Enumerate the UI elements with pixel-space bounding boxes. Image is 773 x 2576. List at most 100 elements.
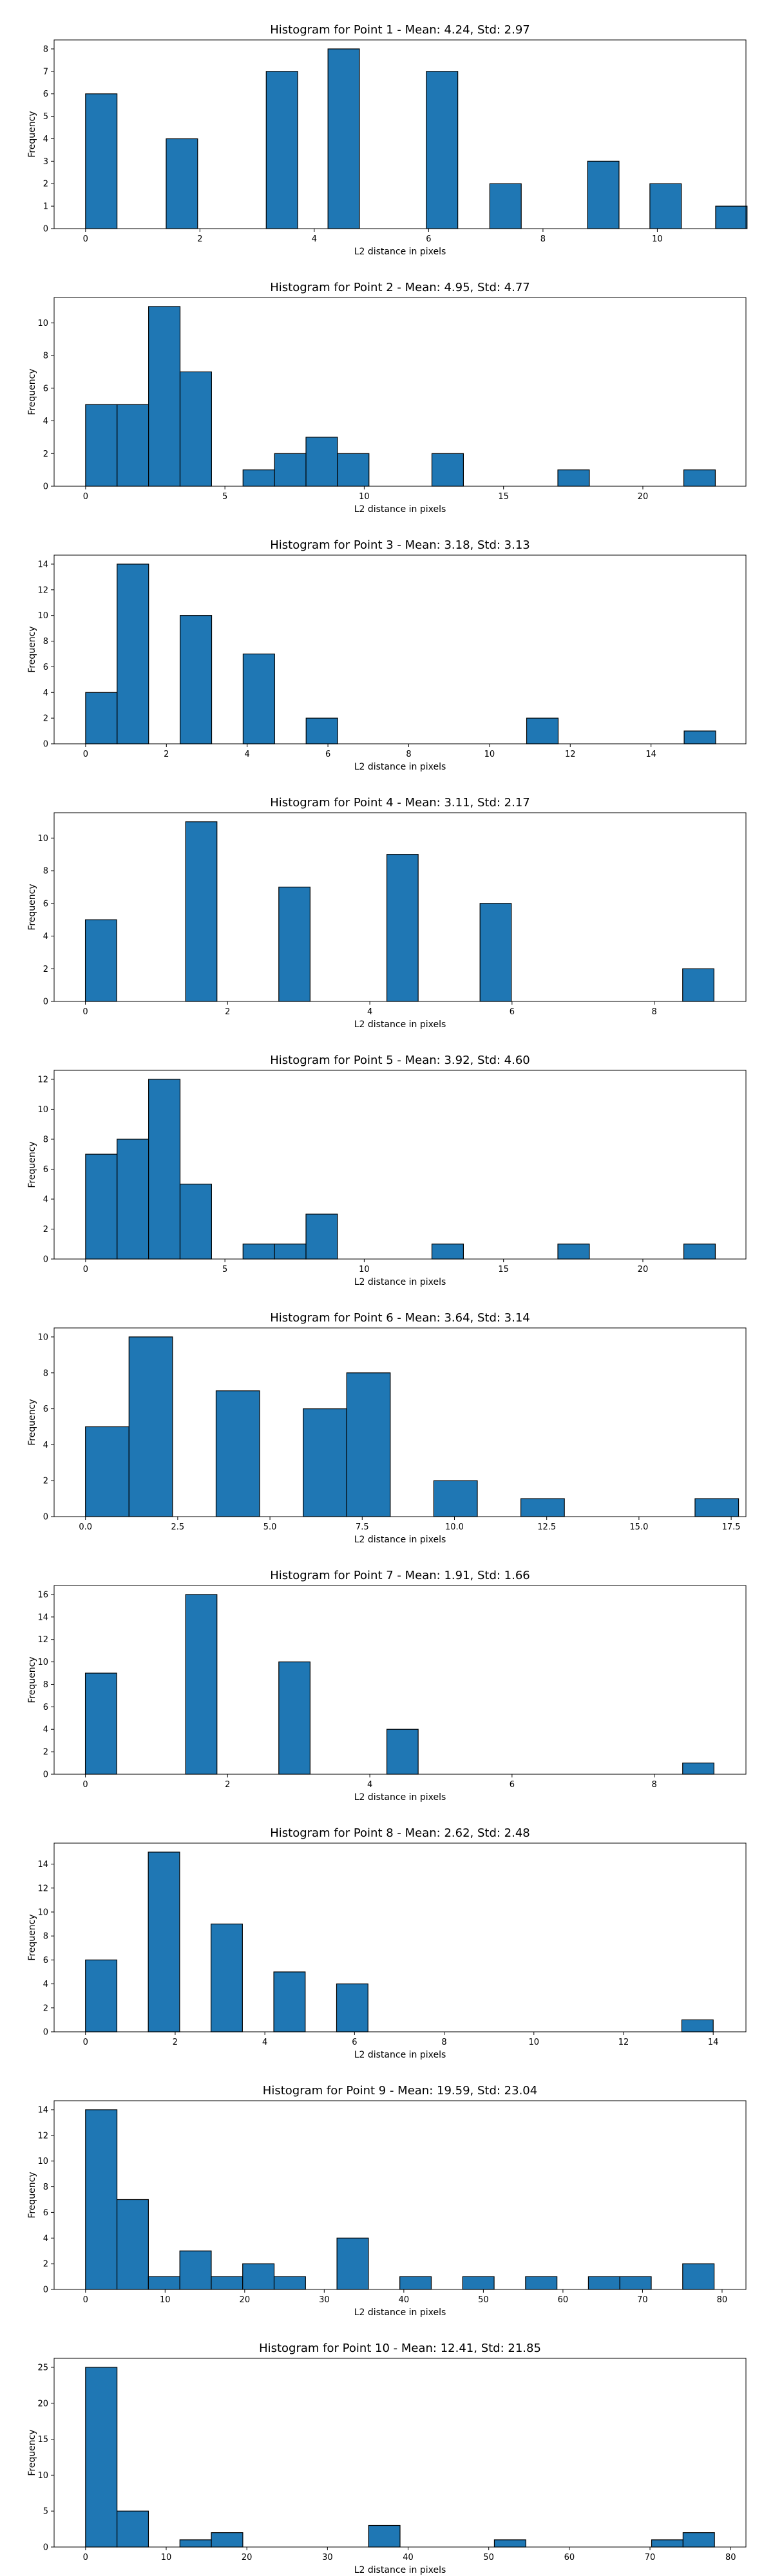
y-tick-label: 0	[43, 2543, 48, 2553]
x-tick-label: 10	[484, 750, 495, 759]
x-axis-label: L2 distance in pixels	[354, 1277, 446, 1287]
bar-7-3	[278, 1661, 310, 1775]
bar-6-6	[433, 1480, 478, 1517]
plot-frame	[53, 2358, 747, 2548]
y-axis-label: Frequency	[27, 1656, 37, 1703]
x-tick-label: 15	[498, 492, 509, 502]
bar-2-8	[337, 453, 370, 487]
y-tick-label: 4	[43, 688, 48, 698]
y-tick-label: 8	[43, 637, 48, 647]
y-tick-label: 6	[43, 899, 48, 909]
x-tick-label: 12.5	[537, 1522, 556, 1532]
y-tick-label: 0	[43, 482, 48, 492]
y-tick-label: 10	[37, 611, 48, 621]
y-tick-label: 8	[43, 1932, 48, 1942]
x-axis-label: L2 distance in pixels	[354, 1019, 446, 1030]
x-tick-label: 0	[83, 2295, 88, 2305]
plot-frame	[53, 1585, 747, 1775]
y-tick-label: 0	[43, 225, 48, 234]
chart-panel-6: Histogram for Point 6 - Mean: 3.64, Std:…	[27, 1311, 747, 1545]
x-tick-label: 2.5	[171, 1522, 185, 1532]
x-tick-label: 50	[483, 2553, 494, 2562]
y-tick-label: 8	[43, 352, 48, 361]
x-tick-label: 4	[312, 234, 317, 244]
x-axis-label: L2 distance in pixels	[354, 2565, 446, 2575]
bar-10-8	[682, 2532, 715, 2548]
x-tick-label: 8	[540, 234, 546, 244]
y-tick-label: 7	[43, 67, 48, 77]
x-tick-label: 0.0	[79, 1522, 92, 1532]
y-tick-label: 4	[43, 417, 48, 426]
y-tick-label: 6	[43, 663, 48, 672]
x-tick-label: 0	[82, 1780, 88, 1790]
y-tick-label: 20	[37, 2399, 48, 2409]
bar-9-8	[336, 2237, 369, 2290]
x-tick-label: 7.5	[356, 1522, 369, 1532]
y-tick-label: 6	[43, 1165, 48, 1175]
bar-1-9	[715, 205, 748, 229]
y-tick-label: 8	[43, 867, 48, 876]
bar-1-8	[649, 183, 682, 229]
chart-panel-8: Histogram for Point 8 - Mean: 2.62, Std:…	[27, 1826, 747, 2060]
bar-5-2	[117, 1139, 149, 1260]
plot-frame	[53, 554, 747, 744]
chart-title: Histogram for Point 3 - Mean: 3.18, Std:…	[270, 538, 530, 552]
bar-1-3	[265, 71, 298, 229]
x-axis-label: L2 distance in pixels	[354, 1792, 446, 1803]
x-tick-label: 30	[319, 2295, 330, 2305]
y-tick-label: 4	[43, 2234, 48, 2244]
chart-title: Histogram for Point 4 - Mean: 3.11, Std:…	[270, 796, 530, 810]
y-axis-label: Frequency	[27, 884, 37, 930]
bar-8-5	[336, 1983, 368, 2032]
bar-2-2	[117, 404, 149, 487]
y-tick-label: 8	[43, 1135, 48, 1144]
x-tick-label: 8	[651, 1780, 656, 1790]
x-tick-label: 2	[225, 1007, 230, 1017]
bar-2-4	[179, 371, 212, 487]
plot-frame	[53, 1842, 747, 2032]
x-tick-label: 0	[83, 750, 88, 759]
bar-5-5	[242, 1244, 275, 1260]
chart-title: Histogram for Point 8 - Mean: 2.62, Std:…	[270, 1826, 530, 1840]
plot-frame	[53, 1070, 747, 1260]
y-tick-label: 5	[43, 2507, 48, 2517]
bar-3-7	[683, 730, 716, 744]
plot-frame	[53, 812, 747, 1002]
bar-9-2	[116, 2199, 149, 2290]
y-tick-label: 2	[43, 1748, 48, 1757]
bar-9-10	[462, 2276, 495, 2290]
x-tick-label: 10.0	[445, 1522, 464, 1532]
y-tick-label: 10	[37, 1658, 48, 1667]
x-axis-label: L2 distance in pixels	[354, 762, 446, 772]
chart-title: Histogram for Point 5 - Mean: 3.92, Std:…	[270, 1054, 530, 1067]
y-tick-label: 6	[43, 90, 48, 99]
bar-5-1	[85, 1153, 118, 1260]
y-tick-label: 12	[37, 585, 48, 595]
x-tick-label: 70	[637, 2295, 648, 2305]
x-tick-label: 40	[403, 2553, 414, 2562]
bar-10-5	[368, 2524, 401, 2548]
x-tick-label: 17.5	[722, 1522, 741, 1532]
bar-10-1	[85, 2367, 118, 2548]
y-tick-label: 12	[37, 1884, 48, 1893]
x-axis-label: L2 distance in pixels	[354, 247, 446, 257]
bar-3-5	[305, 717, 338, 744]
x-tick-label: 8	[406, 750, 411, 759]
x-tick-label: 6	[510, 1007, 515, 1017]
x-tick-label: 5	[222, 492, 227, 502]
y-tick-label: 8	[43, 44, 48, 54]
x-tick-label: 10	[359, 492, 370, 502]
x-tick-label: 2	[164, 750, 169, 759]
y-tick-label: 4	[43, 1441, 48, 1450]
bar-1-7	[587, 160, 620, 229]
x-tick-label: 0	[82, 1007, 88, 1017]
x-tick-label: 60	[564, 2553, 575, 2562]
plot-frame	[53, 1327, 747, 1517]
x-tick-label: 4	[367, 1780, 372, 1790]
y-tick-label: 10	[37, 319, 48, 328]
bar-6-5	[346, 1372, 391, 1517]
plot-frame	[53, 2100, 747, 2290]
y-tick-label: 15	[37, 2435, 48, 2445]
bar-10-2	[117, 2510, 149, 2548]
